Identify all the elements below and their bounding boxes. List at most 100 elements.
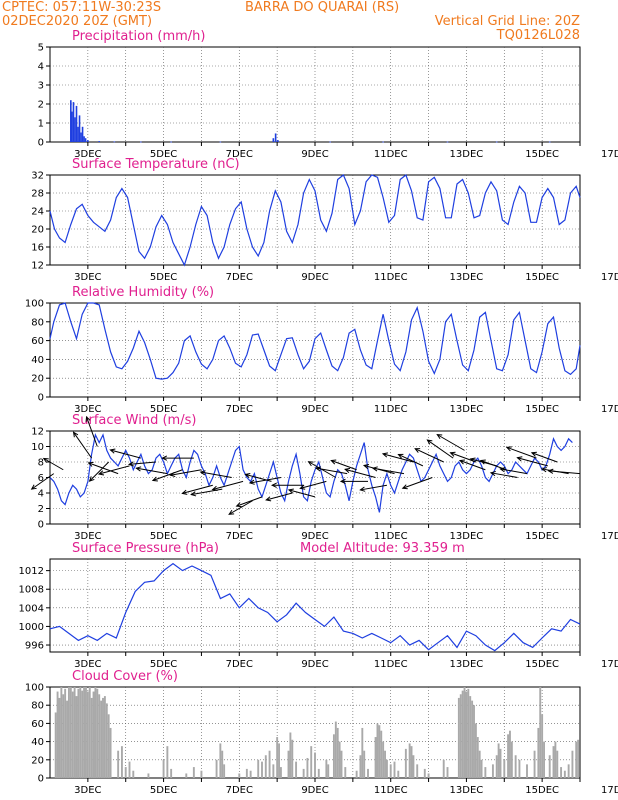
wind-vector: [249, 477, 282, 484]
precipitation-bar: [81, 126, 84, 142]
wind-ytick-label: 0: [38, 520, 44, 531]
cloud-cover-bar: [215, 759, 218, 778]
temperature-xtick-label: 13DEC: [450, 272, 484, 283]
wind-vector-head: [479, 459, 486, 465]
humidity-ytick-label: 100: [25, 299, 44, 310]
wind-vector: [89, 461, 110, 482]
pressure-ytick-label: 1004: [19, 603, 44, 614]
cloud-cover-bar: [518, 759, 521, 778]
cloud-cover-bar: [67, 687, 70, 778]
cloud-cover-bar: [446, 767, 449, 778]
precipitation-bar: [113, 141, 116, 143]
cloud-cover-bar: [66, 700, 68, 778]
precipitation-bar: [274, 133, 277, 142]
wind-vector: [517, 457, 548, 467]
wind-ytick-label: 6: [38, 473, 44, 484]
cloud-cover-ytick-label: 0: [38, 774, 44, 785]
cloud-cover-bar: [98, 694, 101, 778]
cloud-cover-xtick-label: 9DEC: [301, 785, 328, 796]
temperature-ytick-label: 20: [31, 225, 44, 236]
cloud-cover-bar: [567, 764, 570, 778]
cloud-cover-bar: [264, 755, 267, 778]
precipitation-bar: [219, 141, 222, 143]
humidity-ytick-label: 20: [31, 374, 44, 385]
wind-vector: [548, 470, 581, 475]
wind-xtick-label: 15DEC: [525, 531, 559, 542]
wind-vector-head: [344, 467, 351, 473]
cloud-cover-bar: [510, 741, 513, 778]
humidity-ytick-label: 80: [31, 317, 44, 328]
cloud-cover-bar: [543, 741, 545, 778]
wind-vector: [360, 484, 388, 491]
precipitation-frame: [49, 46, 581, 143]
precipitation-xtick-label: 7DEC: [226, 149, 253, 160]
cloud-cover-bar: [79, 687, 82, 778]
pressure-xtick-label: 17DEC: [601, 659, 618, 670]
precipitation-bar: [272, 138, 275, 142]
wind-vector-head: [339, 478, 346, 485]
cloud-cover-bar: [423, 768, 426, 778]
wind-vector-head: [265, 496, 272, 502]
wind-vector-head: [499, 467, 506, 473]
precipitation-ytick-label: 0: [38, 138, 44, 149]
temperature-ytick-label: 24: [31, 207, 44, 218]
cloud-cover-bar: [109, 727, 112, 778]
precipitation-bar: [329, 141, 331, 143]
wind-ytick-label: 2: [38, 504, 44, 515]
cloud-cover-bar: [471, 700, 474, 778]
cloud-cover-bar: [497, 743, 500, 778]
cloud-cover-bar: [560, 767, 563, 778]
pressure-ytick-label: 1012: [19, 566, 44, 577]
wind-xtick-label: 13DEC: [450, 531, 484, 542]
temperature-ytick-label: 32: [31, 171, 44, 182]
precipitation-xtick-label: 17DEC: [601, 149, 618, 160]
pressure-ytick-label: 1008: [19, 585, 44, 596]
cloud-cover-bar: [554, 741, 557, 778]
wind-vector: [414, 448, 444, 463]
cloud-cover-bar: [382, 741, 385, 778]
cloud-cover-bar: [325, 759, 328, 778]
humidity-xtick-label: 13DEC: [450, 404, 484, 415]
temperature-xtick-label: 7DEC: [226, 272, 253, 283]
temperature-xtick-label: 5DEC: [150, 272, 177, 283]
wind-vector: [500, 468, 528, 475]
humidity-xtick-label: 17DEC: [601, 404, 618, 415]
temperature-ytick-label: 16: [31, 243, 44, 254]
precipitation-bar: [72, 102, 75, 142]
cloud-cover-bar: [393, 761, 396, 778]
wind-vector: [437, 434, 465, 451]
wind-vector-head: [85, 415, 91, 422]
cloud-cover-bar: [389, 764, 392, 778]
wind-vector: [129, 461, 157, 465]
wind-ytick-label: 12: [31, 427, 44, 438]
pressure-ytick-label: 1000: [19, 622, 44, 633]
cloud-cover-bar: [71, 691, 74, 778]
wind-vector: [331, 460, 357, 471]
cloud-cover-bar: [279, 767, 282, 778]
humidity-ytick-label: 40: [31, 355, 44, 366]
wind-xtick-label: 11DEC: [374, 531, 408, 542]
wind-vector-head: [359, 486, 366, 492]
humidity-xtick-label: 7DEC: [226, 404, 253, 415]
wind-vector-head: [87, 461, 94, 467]
precipitation-bar: [277, 140, 279, 142]
cloud-cover-bar: [302, 768, 305, 778]
precipitation-xtick-label: 9DEC: [301, 149, 328, 160]
cloud-cover-bar: [272, 764, 275, 778]
wind-vector-head: [42, 457, 49, 463]
wind-vector-head: [88, 476, 95, 482]
precipitation-bar: [140, 141, 142, 143]
cloud-cover-bar: [73, 687, 76, 778]
precipitation-bar: [87, 140, 89, 142]
cloud-cover-bar: [90, 697, 93, 778]
humidity-xtick-label: 5DEC: [150, 404, 177, 415]
wind-vector-head: [199, 470, 206, 476]
cloud-cover-bar: [295, 761, 298, 778]
header-station: BARRA DO QUARAI (RS): [245, 0, 399, 15]
cloud-cover-bar: [374, 737, 377, 778]
cloud-cover-bar: [457, 697, 460, 778]
wind-vector-head: [270, 482, 277, 488]
wind-vector-head: [469, 457, 476, 463]
cloud-cover-bar: [533, 750, 536, 778]
precipitation-bar: [75, 105, 78, 142]
